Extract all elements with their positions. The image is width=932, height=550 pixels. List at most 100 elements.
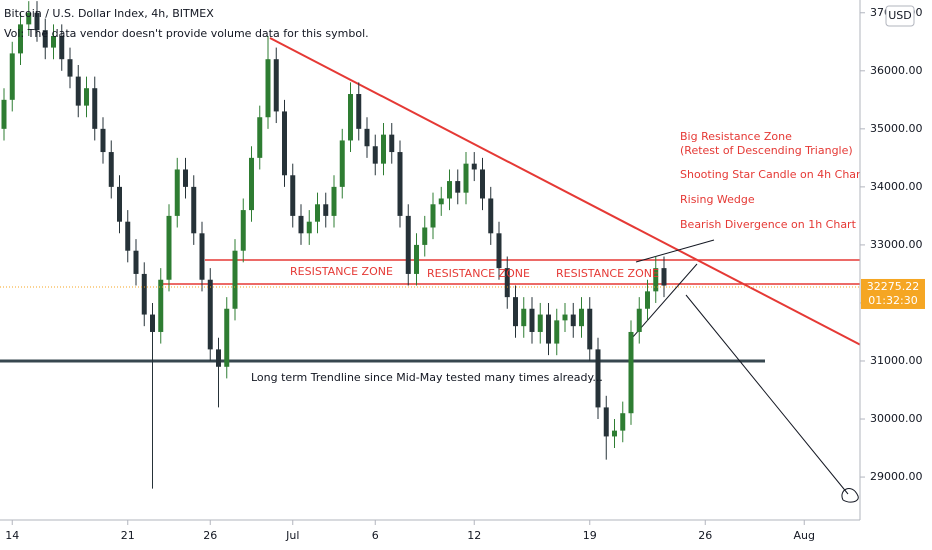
candle-body	[9, 53, 15, 100]
last-price-label: 32275.22	[867, 280, 920, 293]
y-tick-label: 31000.00	[870, 354, 923, 367]
y-tick-label: 35000.00	[870, 122, 923, 135]
annotation: RESISTANCE ZONE	[290, 265, 393, 278]
candle-body	[471, 163, 477, 170]
candle-body	[249, 157, 254, 211]
annotation: RESISTANCE ZONE	[556, 267, 659, 280]
candle-body	[265, 59, 271, 118]
candle-body	[381, 134, 386, 164]
candle-body	[158, 279, 164, 332]
candle-body	[595, 349, 601, 408]
candle-body	[290, 175, 296, 216]
candle-body	[67, 59, 73, 77]
candle-body	[100, 128, 106, 153]
annotation: Rising Wedge	[680, 193, 755, 206]
wedge-lower	[631, 263, 698, 339]
candle-body	[84, 88, 89, 106]
y-tick-label: 29000.00	[870, 470, 923, 483]
candle-body	[546, 314, 551, 344]
x-tick-label: Jul	[285, 529, 299, 542]
candle-body	[348, 94, 353, 141]
candle-body	[364, 128, 370, 147]
candle-body	[18, 24, 23, 54]
candle-body	[273, 59, 279, 112]
candle-body	[603, 407, 609, 437]
x-tick-label: 21	[121, 529, 135, 542]
candle-body	[496, 233, 502, 269]
wedge-upper	[635, 239, 715, 263]
candle-body	[529, 308, 535, 332]
candle-body	[108, 152, 114, 187]
candle-body	[397, 152, 403, 216]
candle-body	[612, 430, 617, 437]
x-tick-label: 26	[203, 529, 217, 542]
candle-body	[356, 94, 362, 129]
annotation: Big Resistance Zone	[680, 130, 792, 143]
candle-body	[1, 99, 7, 129]
annotation: Shooting Star Candle on 4h Chart	[680, 168, 866, 181]
candle-body	[224, 308, 230, 367]
candle-body	[620, 413, 626, 431]
candle-body	[405, 215, 411, 274]
x-tick-label: Aug	[794, 529, 815, 542]
candle-body	[26, 12, 32, 25]
candle-body	[216, 349, 221, 367]
candle-body	[199, 233, 205, 280]
candle-body	[653, 268, 659, 292]
candle-body	[75, 76, 81, 106]
candle-body	[570, 314, 576, 327]
candle-body	[554, 320, 560, 344]
last-price-box	[861, 278, 925, 309]
y-tick-label: 33000.00	[870, 238, 923, 251]
x-tick-label: 14	[5, 529, 19, 542]
y-tick-label: 30000.00	[870, 412, 923, 425]
candle-body	[51, 35, 56, 48]
candle-body	[92, 88, 98, 129]
x-tick-label: 26	[698, 529, 712, 542]
candle-body	[191, 186, 197, 234]
candle-body	[298, 215, 304, 234]
projection-arrow	[685, 294, 859, 503]
currency-label: USD	[888, 9, 912, 22]
candle-body	[232, 250, 238, 309]
candle-body	[166, 215, 172, 280]
x-tick-label: 6	[372, 529, 379, 542]
candle-body	[562, 314, 568, 321]
x-tick-label: 12	[467, 529, 481, 542]
candle-body	[521, 308, 527, 327]
candle-body	[117, 186, 122, 222]
x-tick-label: 19	[583, 529, 597, 542]
candle-body	[430, 204, 436, 228]
candle-body	[150, 314, 155, 332]
plot-area: Big Resistance Zone(Retest of Descending…	[0, 1, 866, 503]
candle-body	[414, 244, 419, 274]
candle-body	[587, 308, 593, 350]
candle-body	[628, 331, 634, 414]
subtitle: Vol: The data vendor doesn't provide vol…	[4, 27, 369, 40]
candle-body	[133, 250, 139, 274]
candle-body	[389, 134, 395, 153]
candle-body	[141, 273, 147, 315]
annotation: Long term Trendline since Mid-May tested…	[251, 371, 603, 384]
candle-body	[645, 291, 650, 309]
candle-body	[504, 268, 510, 298]
y-tick-label: 34000.00	[870, 180, 923, 193]
candle-body	[636, 308, 642, 332]
countdown-label: 01:32:30	[868, 294, 917, 307]
candle-body	[282, 111, 287, 176]
candle-body	[438, 198, 444, 205]
candle-body	[331, 186, 337, 216]
candle-body	[463, 163, 469, 193]
candle-body	[174, 169, 180, 216]
candle-body	[537, 314, 543, 332]
currency-badge	[885, 5, 915, 27]
triangle-line	[269, 37, 860, 346]
candle-body	[488, 198, 494, 234]
candle-body	[455, 181, 461, 193]
candle-body	[207, 279, 213, 350]
candle-body	[125, 221, 131, 251]
annotation: Bearish Divergence on 1h Chart	[680, 218, 857, 231]
candle-body	[42, 30, 48, 48]
annotation: (Retest of Descending Triangle)	[680, 144, 853, 157]
